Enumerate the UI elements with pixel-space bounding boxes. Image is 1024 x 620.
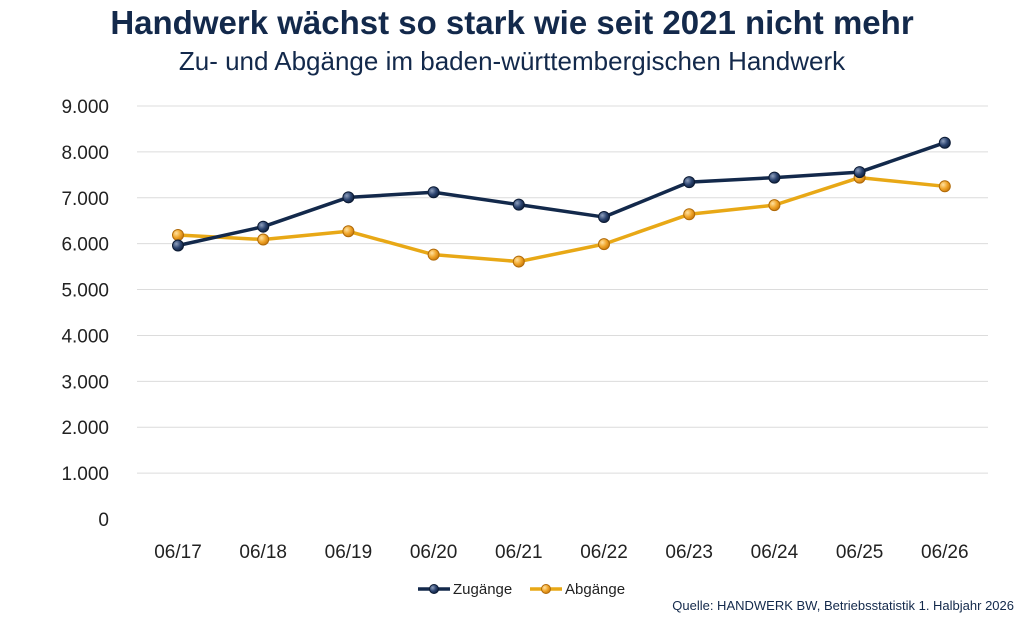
legend: Zugänge Abgänge — [418, 581, 625, 598]
series-line-zugaenge — [176, 140, 947, 248]
series-markers — [172, 136, 951, 268]
data-point-zugaenge — [257, 220, 270, 233]
data-point-abgaenge — [512, 255, 525, 268]
data-point-abgaenge — [427, 248, 440, 261]
y-tick-label: 5.000 — [61, 281, 109, 302]
gridlines — [137, 105, 988, 474]
y-axis-ticks: 0 1.000 2.000 3.000 4.000 5.000 6.000 7.000 8.00… — [61, 97, 109, 531]
data-point-abgaenge — [938, 180, 951, 193]
y-tick-label: 0 — [98, 510, 109, 531]
y-tick-label: 4.000 — [61, 326, 109, 347]
data-point-zugaenge — [768, 171, 781, 184]
x-tick-label: 06/22 — [580, 542, 628, 563]
data-point-zugaenge — [598, 211, 610, 224]
data-point-abgaenge — [342, 225, 355, 238]
y-tick-label: 2.000 — [61, 418, 109, 439]
data-point-zugaenge — [938, 136, 951, 149]
series-line-abgaenge — [176, 175, 947, 264]
data-point-zugaenge — [342, 191, 355, 204]
chart-title: Handwerk wächst so stark wie seit 2021 n… — [110, 4, 914, 41]
legend-swatch-marker-zugaenge — [429, 584, 439, 594]
x-tick-label: 06/18 — [239, 542, 287, 563]
x-tick-label: 06/23 — [665, 542, 713, 563]
series-lines — [176, 140, 947, 264]
x-axis-ticks: 06/17 06/18 06/19 06/20 06/21 06/22 06/23 06/24… — [154, 542, 968, 563]
data-point-abgaenge — [172, 228, 184, 241]
y-tick-label: 6.000 — [61, 235, 109, 256]
data-point-abgaenge — [257, 233, 270, 246]
y-tick-label: 9.000 — [61, 97, 109, 118]
x-tick-label: 06/24 — [751, 542, 799, 563]
legend-label-zugaenge: Zugänge — [453, 581, 512, 598]
y-tick-label: 8.000 — [61, 143, 109, 164]
y-tick-label: 7.000 — [61, 189, 109, 210]
data-point-abgaenge — [683, 208, 696, 221]
data-point-abgaenge — [598, 238, 610, 251]
data-point-zugaenge — [512, 198, 525, 211]
x-tick-label: 06/25 — [836, 542, 884, 563]
x-tick-label: 06/20 — [410, 542, 458, 563]
source-note: Quelle: HANDWERK BW, Betriebsstatistik 1… — [672, 598, 1014, 613]
data-point-zugaenge — [853, 166, 866, 179]
x-tick-label: 06/19 — [325, 542, 373, 563]
data-point-zugaenge — [172, 239, 184, 252]
chart-subtitle: Zu- und Abgänge im baden-württembergisch… — [178, 46, 846, 76]
legend-label-abgaenge: Abgänge — [565, 581, 625, 598]
y-tick-label: 1.000 — [61, 464, 109, 485]
data-point-zugaenge — [427, 186, 440, 199]
legend-swatch-marker-abgaenge — [541, 584, 551, 594]
x-tick-label: 06/21 — [495, 542, 543, 563]
data-point-abgaenge — [768, 199, 781, 212]
x-tick-label: 06/26 — [921, 542, 969, 563]
x-tick-label: 06/17 — [154, 542, 202, 563]
y-tick-label: 3.000 — [61, 372, 109, 393]
data-point-zugaenge — [683, 176, 696, 189]
